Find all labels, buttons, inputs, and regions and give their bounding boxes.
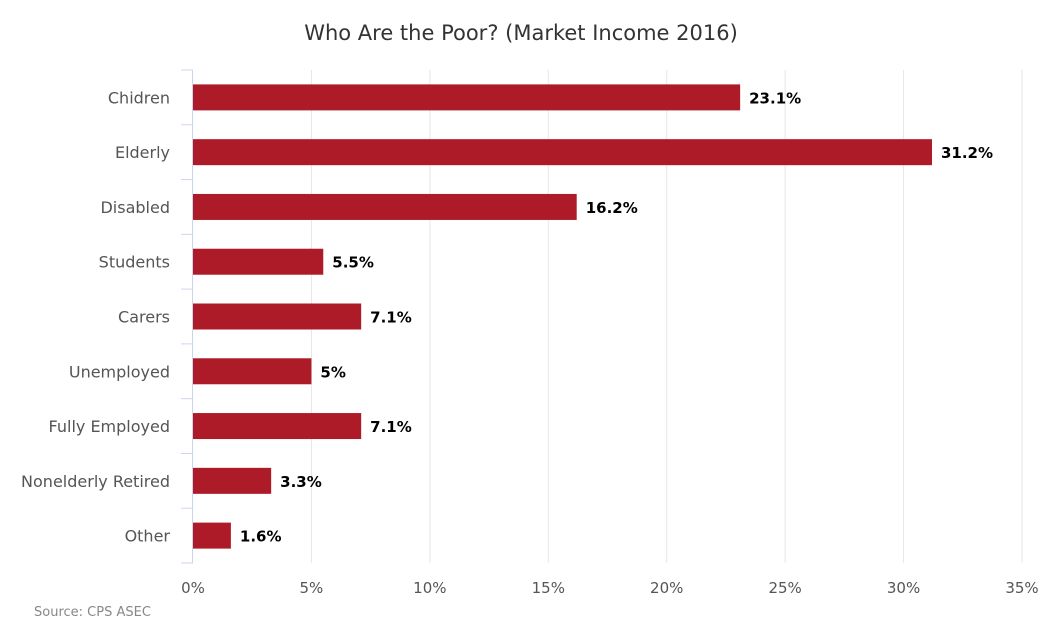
category-label: Nonelderly Retired xyxy=(21,472,170,491)
category-label: Fully Employed xyxy=(49,417,170,436)
data-label: 7.1% xyxy=(370,418,412,436)
x-tick-label: 15% xyxy=(532,579,565,597)
bar xyxy=(193,467,272,494)
x-tick-label: 25% xyxy=(768,579,801,597)
x-tick-label: 20% xyxy=(650,579,683,597)
category-label: Carers xyxy=(118,308,170,327)
data-label: 3.3% xyxy=(280,473,322,491)
bar xyxy=(193,84,741,111)
category-label: Other xyxy=(125,527,171,546)
bar xyxy=(193,413,362,440)
category-axis: Chidren Elderly Disabled Students Carers Unem… xyxy=(21,69,193,564)
data-label: 31.2% xyxy=(941,144,993,162)
source-note: Source: CPS ASEC xyxy=(34,605,151,620)
data-label: 5% xyxy=(320,363,345,381)
x-tick-label: 10% xyxy=(413,579,446,597)
bar xyxy=(193,358,312,385)
category-label: Unemployed xyxy=(69,362,170,381)
bar xyxy=(193,303,362,330)
data-label: 23.1% xyxy=(749,89,801,107)
bars: 23.1% 31.2% 16.2% 5.5% 7.1% 5% 7.1% 3.3% 1.6% xyxy=(193,84,993,549)
category-label: Students xyxy=(99,253,170,272)
bar xyxy=(193,522,231,549)
x-tick-label: 0% xyxy=(181,579,205,597)
data-label: 7.1% xyxy=(370,309,412,327)
category-label: Chidren xyxy=(108,88,170,107)
x-tick-label: 5% xyxy=(300,579,324,597)
x-tick-label: 30% xyxy=(887,579,920,597)
data-label: 16.2% xyxy=(586,199,638,217)
chart-title: Who Are the Poor? (Market Income 2016) xyxy=(304,21,738,45)
category-label: Disabled xyxy=(100,198,170,217)
data-label: 1.6% xyxy=(240,528,282,546)
value-axis: 0% 5% 10% 15% 20% 25% 30% 35% xyxy=(181,579,1039,597)
x-tick-label: 35% xyxy=(1005,579,1038,597)
bar xyxy=(193,193,577,220)
category-label: Elderly xyxy=(115,143,170,162)
bar xyxy=(193,248,324,275)
bar xyxy=(193,139,932,166)
data-label: 5.5% xyxy=(332,254,374,272)
